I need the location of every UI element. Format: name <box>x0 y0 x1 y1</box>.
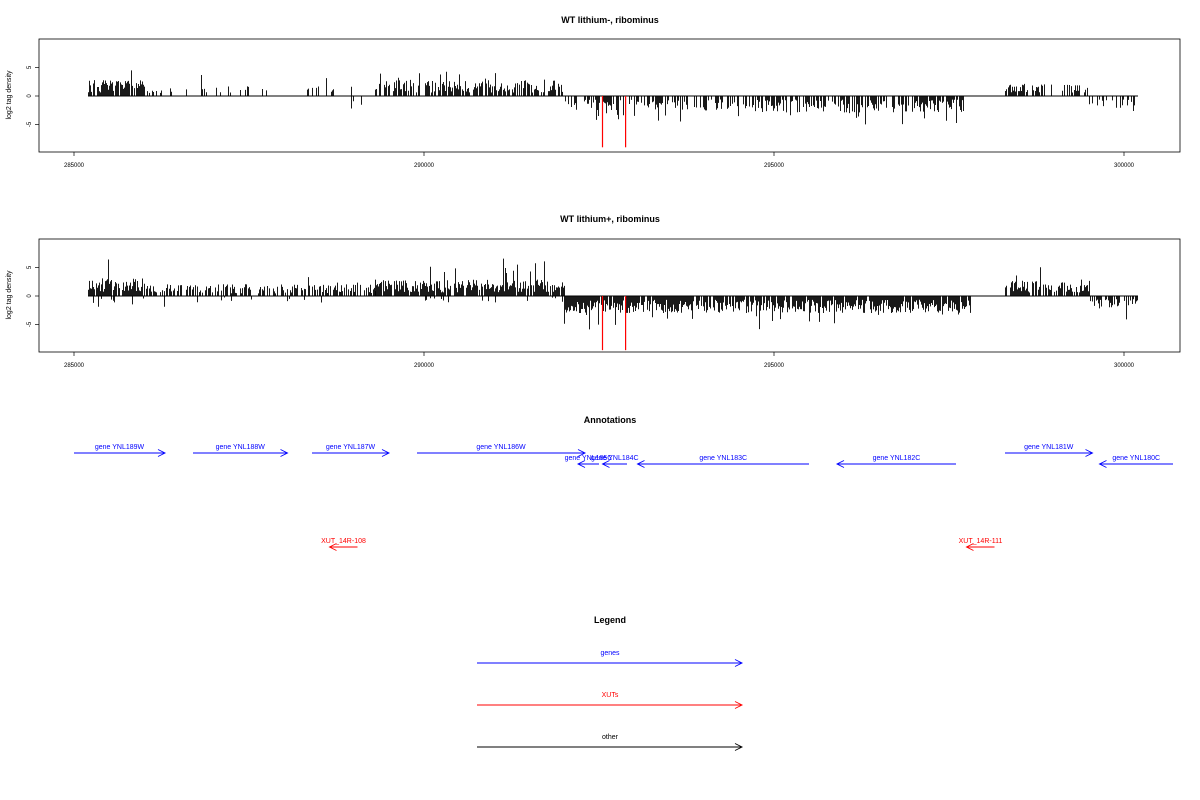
y-axis-label: log2 tag density <box>6 70 13 120</box>
legend-item: other <box>477 734 744 751</box>
gene-feature: gene YNL180C <box>1098 455 1173 468</box>
x-tick-label: 295000 <box>764 163 785 169</box>
feature-label: gene YNL181W <box>1024 444 1074 451</box>
y-tick-label: -5 <box>27 121 33 127</box>
plot-frame <box>38 38 1181 153</box>
y-tick-label: 0 <box>27 94 33 98</box>
annotations-track: Annotations gene YNL189W gene YNL188W gene… <box>74 415 1173 551</box>
gene-feature: gene YNL185C <box>565 455 613 468</box>
legend-items: genes XUTs other <box>477 650 744 751</box>
gene-feature: gene YNL187W <box>312 444 391 457</box>
feature-label: gene YNL185C <box>565 455 613 462</box>
arrow-head <box>734 743 744 751</box>
feature-label: gene YNL187W <box>326 444 376 451</box>
x-tick-label: 300000 <box>1114 163 1135 169</box>
feature-label: gene YNL182C <box>873 455 921 462</box>
xut-feature: XUT_14R-111 <box>959 538 1003 551</box>
arrow-head <box>328 543 337 551</box>
gene-feature: gene YNL189W <box>74 444 167 457</box>
plot-frame <box>38 238 1181 353</box>
y-tick-label: 5 <box>27 65 33 69</box>
x-tick-label: 285000 <box>64 363 85 369</box>
y-tick-label: 5 <box>27 265 33 269</box>
feature-label: gene YNL183C <box>699 455 747 462</box>
arrow-head <box>280 449 289 457</box>
x-tick-label: 295000 <box>764 363 785 369</box>
arrow-head <box>157 449 167 457</box>
x-axis: 285000 290000 295000 300000 <box>64 352 1135 369</box>
track-panel-lithium-plus: WT lithium+, ribominus log2 tag density … <box>6 214 1181 369</box>
feature-label: gene YNL188W <box>216 444 266 451</box>
feature-label: gene YNL180C <box>1112 455 1160 462</box>
arrow-head <box>734 659 744 667</box>
annotations-title: Annotations <box>584 415 637 425</box>
panel-title: WT lithium+, ribominus <box>560 214 660 224</box>
x-tick-label: 300000 <box>1114 363 1135 369</box>
gene-feature: gene YNL184C <box>591 455 639 468</box>
legend-item: XUTs <box>477 692 744 709</box>
x-tick-label: 290000 <box>414 363 435 369</box>
legend-label: XUTs <box>602 692 619 699</box>
legend-item: genes <box>477 650 744 667</box>
arrow-head <box>734 701 744 709</box>
feature-label: gene YNL189W <box>95 444 145 451</box>
panel-title: WT lithium-, ribominus <box>561 15 659 25</box>
feature-label: gene YNL186W <box>476 444 526 451</box>
x-axis: 285000 290000 295000 300000 <box>64 152 1135 169</box>
feature-arrows: gene YNL189W gene YNL188W gene YNL187W gene… <box>74 444 1173 551</box>
gene-feature: gene YNL182C <box>835 455 956 468</box>
legend-title: Legend <box>594 615 626 625</box>
y-tick-label: 0 <box>27 294 33 298</box>
arrow-head <box>636 460 645 468</box>
legend-label: other <box>602 734 619 741</box>
xut-feature: XUT_14R-108 <box>321 538 366 551</box>
signal-bars <box>88 70 1138 148</box>
arrow-head <box>965 543 974 551</box>
arrow-head <box>601 460 610 468</box>
gene-feature: gene YNL188W <box>193 444 289 457</box>
y-axis-label: log2 tag density <box>6 270 13 320</box>
signal-bars <box>88 258 1138 351</box>
arrow-head <box>835 460 845 468</box>
y-axis: 5 0 -5 <box>27 65 39 127</box>
legend: Legend genes XUTs other <box>477 615 744 751</box>
track-panel-lithium-minus: WT lithium-, ribominus log2 tag density … <box>6 15 1181 169</box>
gene-feature: gene YNL183C <box>636 455 809 468</box>
feature-label: XUT_14R-111 <box>959 538 1003 545</box>
arrow-head <box>576 460 586 468</box>
arrow-head <box>1085 449 1094 457</box>
y-tick-label: -5 <box>27 321 33 327</box>
arrow-head <box>577 449 587 457</box>
gene-feature: gene YNL181W <box>1005 444 1094 457</box>
gene-feature: gene YNL186W <box>417 444 587 457</box>
x-tick-label: 285000 <box>64 163 85 169</box>
x-tick-label: 290000 <box>414 163 435 169</box>
legend-label: genes <box>600 650 620 657</box>
feature-label: gene YNL184C <box>591 455 639 462</box>
feature-label: XUT_14R-108 <box>321 538 366 545</box>
arrow-head <box>1098 460 1107 468</box>
arrow-head <box>381 449 391 457</box>
y-axis: 5 0 -5 <box>27 265 39 327</box>
